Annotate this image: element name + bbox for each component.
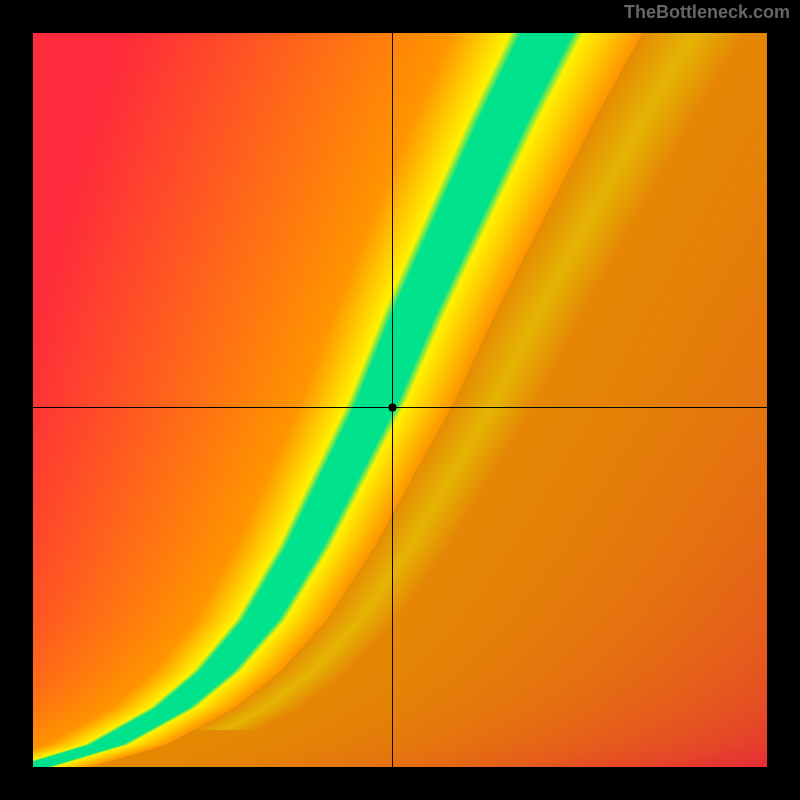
watermark-text: TheBottleneck.com: [624, 2, 790, 23]
heatmap-plot: [33, 33, 767, 767]
heatmap-canvas: [33, 33, 767, 767]
chart-container: TheBottleneck.com: [0, 0, 800, 800]
